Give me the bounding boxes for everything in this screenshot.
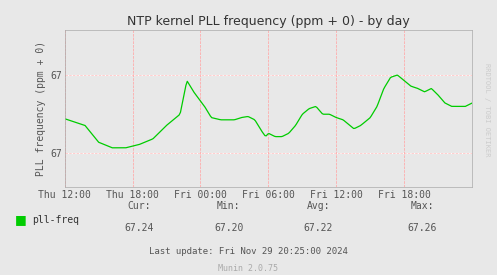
- Text: Min:: Min:: [217, 201, 241, 211]
- Text: 67.26: 67.26: [408, 223, 437, 233]
- Text: 67.24: 67.24: [124, 223, 154, 233]
- Text: Last update: Fri Nov 29 20:25:00 2024: Last update: Fri Nov 29 20:25:00 2024: [149, 247, 348, 256]
- Text: Munin 2.0.75: Munin 2.0.75: [219, 264, 278, 273]
- Text: ■: ■: [15, 213, 27, 227]
- Text: Cur:: Cur:: [127, 201, 151, 211]
- Text: Max:: Max:: [411, 201, 434, 211]
- Y-axis label: PLL frequency (ppm + 0): PLL frequency (ppm + 0): [36, 41, 46, 176]
- Text: 67.22: 67.22: [303, 223, 333, 233]
- Text: 67.20: 67.20: [214, 223, 244, 233]
- Text: Avg:: Avg:: [306, 201, 330, 211]
- Text: pll-freq: pll-freq: [32, 215, 80, 225]
- Title: NTP kernel PLL frequency (ppm + 0) - by day: NTP kernel PLL frequency (ppm + 0) - by …: [127, 15, 410, 28]
- Text: RRDTOOL / TOBI OETIKER: RRDTOOL / TOBI OETIKER: [484, 63, 490, 157]
